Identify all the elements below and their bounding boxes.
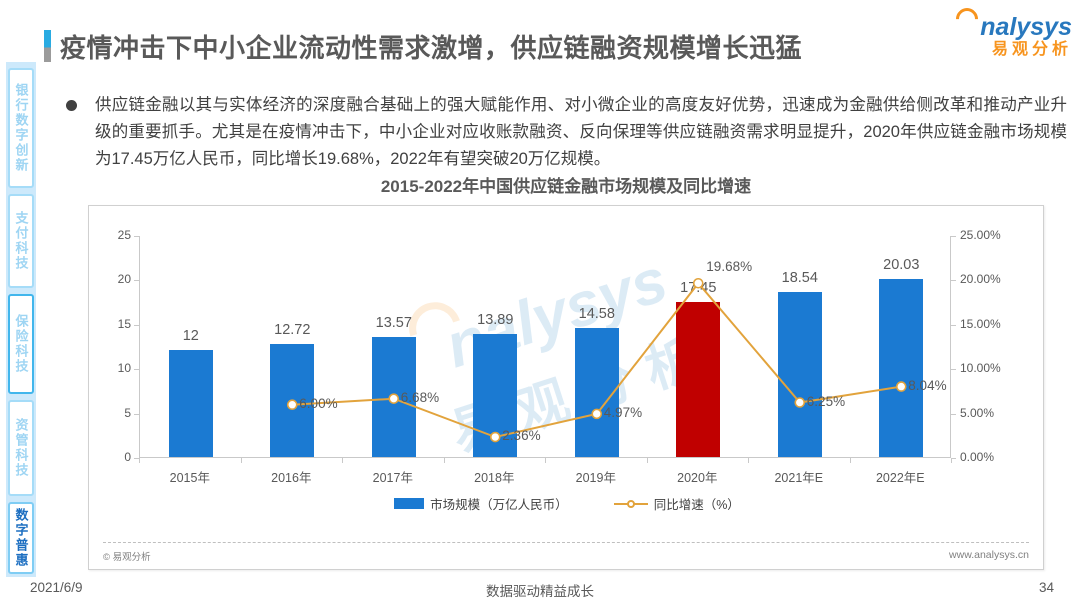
analysys-logo-wordmark: nalysys [951, 3, 1072, 40]
x-axis-tick-mark [545, 458, 546, 463]
growth-point-label: 6.68% [400, 389, 440, 405]
growth-point-label: 19.68% [706, 259, 753, 275]
right-axis-tick: 20.00% [960, 272, 1001, 287]
x-axis-label: 2020年 [677, 471, 718, 485]
summary-text: 供应链金融以其与实体经济的深度融合基础上的强大赋能作用、对小微企业的高度友好优势… [95, 96, 1067, 168]
chart-source-copyright: © 易观分析 [103, 552, 151, 563]
right-axis-tick: 15.00% [960, 316, 1001, 331]
x-axis-tick-mark [951, 458, 952, 463]
legend-bar-label: 市场规模（万亿人民币） [430, 498, 568, 512]
bar-value-label: 18.54 [781, 270, 818, 287]
x-axis-label: 2017年 [372, 471, 413, 485]
sidebar-item-asset-management-tech[interactable]: 资管科技 [8, 400, 34, 496]
bar-value-label: 12.72 [274, 322, 311, 338]
bar-value-label: 13.57 [375, 314, 412, 331]
legend-line-label: 同比增速（%） [653, 498, 740, 512]
x-axis-label: 2019年 [575, 471, 616, 485]
right-axis-tick: 0.00% [960, 450, 995, 464]
left-axis-tick-mark [134, 280, 139, 282]
analysys-logo-chinese: 易观分析 [991, 41, 1072, 58]
x-axis-tick-mark [748, 458, 749, 463]
sidebar-item-insurance-tech[interactable]: 保险科技 [8, 294, 34, 394]
bar-2015年 [168, 350, 213, 457]
title-accent-bar [44, 30, 51, 62]
left-axis-tick-mark [134, 413, 139, 415]
legend-line-swatch-icon [613, 499, 648, 509]
chart-footer-divider [103, 542, 1029, 543]
right-axis-tick-mark [951, 458, 956, 459]
left-axis-tick: 0 [124, 450, 131, 464]
bar-value-label: 14.58 [578, 305, 615, 322]
footer-slogan: 数据驱动精益成长 [486, 584, 594, 599]
growth-point-label: 4.97% [603, 404, 643, 420]
x-axis-tick-mark [240, 458, 242, 463]
sidebar-item-payment-tech[interactable]: 支付科技 [8, 194, 34, 288]
plot-area: 1212.7213.5713.8914.5817.4518.5420.036.0… [139, 236, 951, 458]
growth-point-label: 6.00% [299, 395, 338, 411]
chart-title: 2015-2022年中国供应链金融市场规模及同比增速 [380, 177, 752, 196]
right-axis-tick-mark [951, 280, 956, 282]
right-axis-tick-mark [951, 236, 956, 237]
left-axis-tick: 10 [117, 361, 131, 376]
x-axis-tick-mark [646, 458, 648, 463]
left-axis-tick-mark [134, 458, 139, 459]
x-axis-tick-mark [139, 458, 140, 463]
growth-point-label: 6.25% [806, 393, 846, 409]
bar-2021年E [777, 292, 822, 457]
left-axis-tick-mark [134, 236, 139, 237]
bar-value-label: 12 [182, 328, 199, 345]
right-axis-tick-mark [951, 369, 956, 371]
left-axis-tick: 25 [117, 228, 131, 242]
left-axis-tick: 15 [117, 316, 131, 331]
sidebar-item-digital-inclusive-finance[interactable]: 数字普惠 [8, 502, 34, 574]
chart-container: nalysys 易观分析 1212.7213.5713.8914.5817.45… [88, 205, 1044, 570]
sidebar-item-banking-digital-innovation[interactable]: 银行数字创新 [8, 68, 34, 188]
footer-date: 2021/6/9 [30, 580, 83, 595]
growth-point-label: 8.04% [908, 377, 947, 393]
right-axis-tick: 5.00% [960, 405, 995, 420]
right-axis-tick-mark [951, 324, 956, 326]
x-axis-tick-mark [342, 458, 343, 463]
x-axis-label: 2016年 [271, 471, 312, 485]
x-axis-tick-mark [443, 458, 445, 463]
bullet-icon [66, 100, 77, 111]
analysys-logo: nalysys 易观分析 [932, 3, 1072, 60]
bar-2022年E [879, 279, 924, 457]
legend-bar-swatch-icon [394, 498, 425, 509]
growth-point-label: 2.36% [502, 428, 541, 443]
x-axis-label: 2022年E [875, 471, 925, 485]
chart-legend: 市场规模（万亿人民币） 同比增速（%） [89, 494, 1045, 513]
footer-page-number: 34 [1038, 580, 1054, 595]
right-axis-tick: 10.00% [960, 361, 1001, 376]
chart-source-url: www.analysys.cn [949, 549, 1029, 561]
summary-block: 供应链金融以其与实体经济的深度融合基础上的强大赋能作用、对小微企业的高度友好优势… [62, 92, 1067, 173]
logo-swoosh-icon [951, 3, 983, 35]
left-axis-tick-mark [134, 369, 139, 371]
growth-line [286, 277, 907, 443]
legend-item-growth-rate: 同比增速（%） [613, 494, 740, 513]
right-axis-tick: 25.00% [960, 228, 1001, 242]
x-axis-tick-mark [849, 458, 851, 463]
left-axis-tick: 5 [124, 405, 131, 420]
left-axis-tick-mark [134, 324, 139, 326]
right-axis-tick-mark [951, 413, 956, 415]
bar-2020年 [676, 302, 721, 457]
x-axis-label: 2021年E [774, 471, 824, 485]
sidebar: 银行数字创新 支付科技 保险科技 资管科技 数字普惠 [6, 62, 36, 577]
bar-2019年 [574, 327, 619, 457]
x-axis-label: 2015年 [169, 471, 210, 485]
legend-item-market-size: 市场规模（万亿人民币） [394, 494, 568, 513]
left-axis-tick: 20 [117, 272, 131, 287]
x-axis-label: 2018年 [474, 471, 515, 485]
bar-value-label: 20.03 [883, 257, 920, 274]
bar-value-label: 13.89 [477, 311, 514, 328]
page-title: 疫情冲击下中小企业流动性需求激增，供应链融资规模增长迅猛 [60, 33, 803, 63]
